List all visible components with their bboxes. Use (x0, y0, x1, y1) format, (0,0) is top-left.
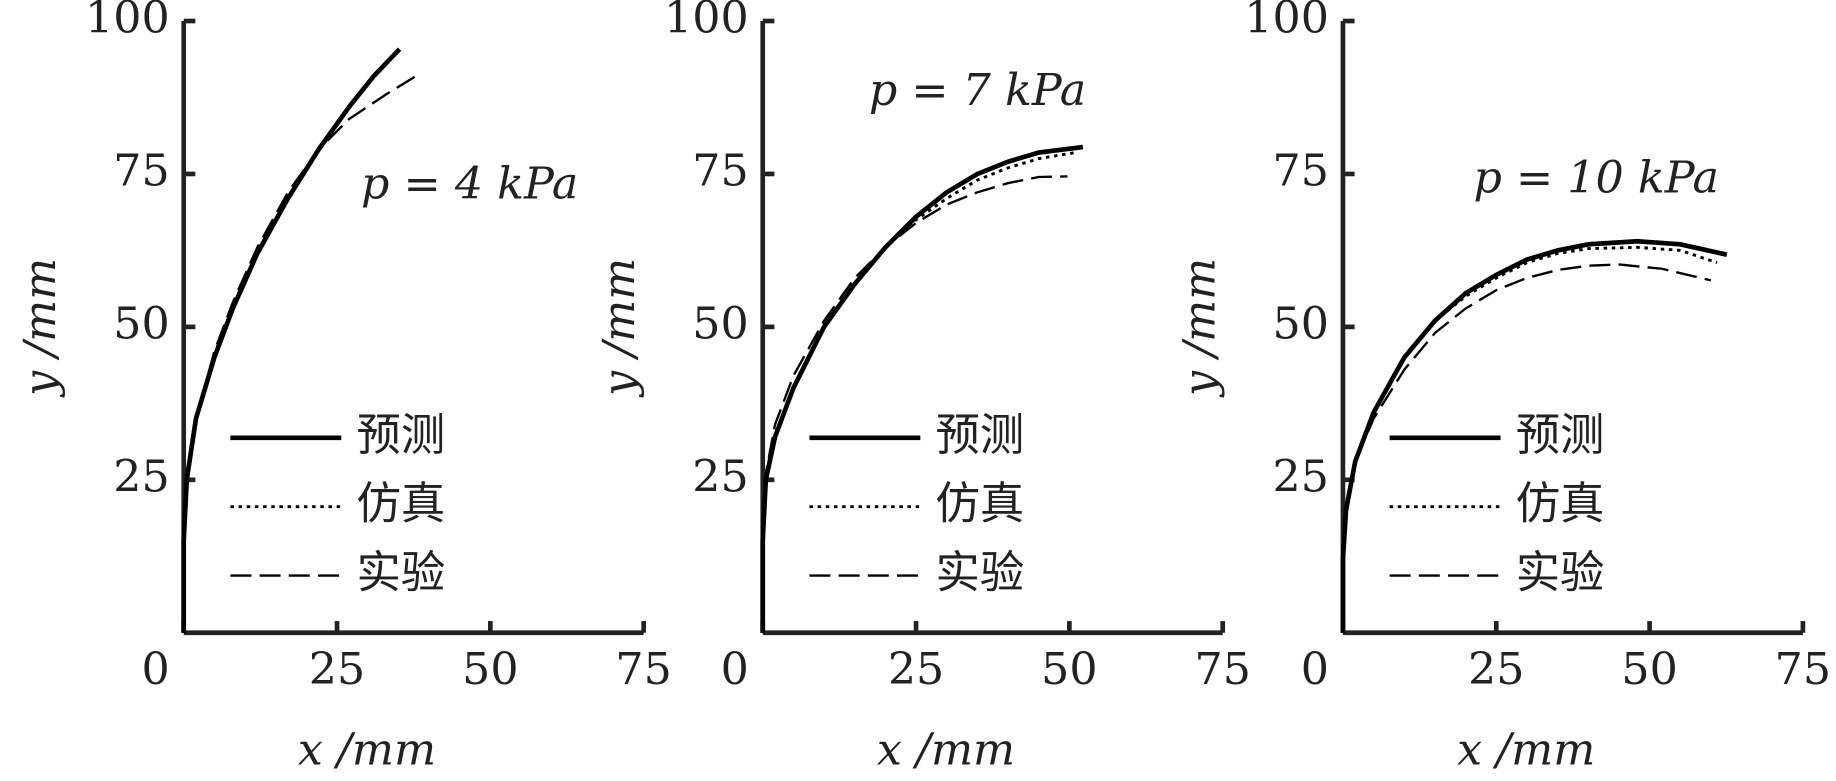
annotation: p = 7 kPa (869, 65, 1086, 116)
panel: 0 25 50 75 25 50 75 100 x /mm y /mm p = 7 kPa 预测仿真实… (594, 0, 1251, 775)
y-tick-label: 50 (1272, 298, 1328, 349)
x-tick-label: 25 (1468, 644, 1524, 695)
x-axis-label: x /mm (298, 724, 436, 775)
legend-label: 实验 (936, 548, 1025, 599)
legend-label: 仿真 (936, 479, 1025, 530)
y-tick-label: 100 (664, 0, 749, 44)
panel: 0 25 50 75 25 50 75 100 x /mm y /mm p = 4 kPa 预测仿真实… (15, 0, 672, 775)
x-tick-label: 0 (1301, 644, 1329, 695)
x-tick-label: 75 (1194, 644, 1250, 695)
series-line (181, 47, 402, 633)
y-tick-label: 25 (113, 451, 169, 502)
series-line (1341, 245, 1718, 633)
series-line (760, 144, 1084, 633)
y-tick-label: 100 (1244, 0, 1329, 44)
series-line (761, 175, 1068, 633)
x-tick-label: 50 (1621, 644, 1677, 695)
y-axis-label: y /mm (15, 258, 66, 398)
y-tick-label: 50 (113, 298, 169, 349)
y-tick-label: 25 (1272, 451, 1328, 502)
x-axis-label: x /mm (1457, 724, 1595, 775)
legend-label: 实验 (356, 548, 445, 599)
series-line (761, 151, 1076, 633)
x-axis-label: x /mm (877, 724, 1015, 775)
y-axis-label: y /mm (594, 258, 645, 398)
y-tick-label: 75 (1272, 145, 1328, 196)
panel: 0 25 50 75 25 50 75 100 x /mm y /mm p = 10 kPa 预测仿真… (1174, 0, 1831, 775)
legend-label: 预测 (356, 410, 445, 461)
series-line (182, 72, 421, 633)
y-tick-label: 25 (692, 451, 748, 502)
y-tick-label: 100 (85, 0, 170, 44)
x-tick-label: 50 (462, 644, 518, 695)
annotation: p = 4 kPa (361, 158, 578, 209)
series-line (182, 50, 400, 633)
x-tick-label: 25 (888, 644, 944, 695)
y-tick-label: 50 (692, 298, 748, 349)
x-tick-label: 75 (615, 644, 671, 695)
annotation: p = 10 kPa (1474, 152, 1719, 203)
legend-label: 实验 (1516, 548, 1605, 599)
legend-label: 仿真 (356, 479, 445, 530)
x-tick-label: 0 (721, 644, 749, 695)
x-tick-label: 75 (1775, 644, 1831, 695)
legend-label: 预测 (1516, 410, 1605, 461)
x-tick-label: 0 (142, 644, 170, 695)
legend-label: 仿真 (1516, 479, 1605, 530)
x-tick-label: 25 (309, 644, 365, 695)
series-line (1341, 263, 1712, 633)
y-axis-label: y /mm (1174, 258, 1225, 398)
y-tick-label: 75 (692, 145, 748, 196)
y-tick-label: 75 (113, 145, 169, 196)
legend-label: 预测 (936, 410, 1025, 461)
x-tick-label: 50 (1041, 644, 1097, 695)
